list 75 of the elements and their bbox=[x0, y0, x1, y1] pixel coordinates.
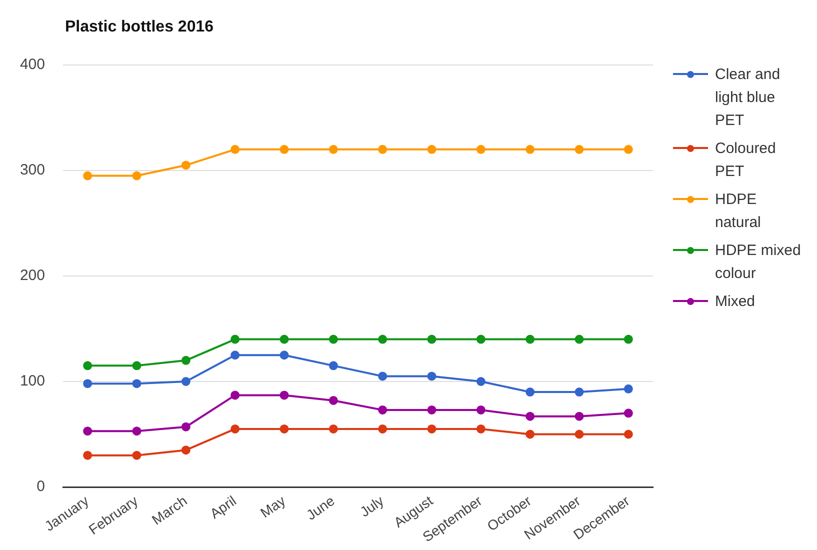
point bbox=[476, 424, 486, 434]
point bbox=[624, 144, 633, 154]
point bbox=[328, 144, 338, 154]
legend-label: HDPE natural bbox=[715, 190, 762, 233]
point bbox=[181, 446, 190, 455]
point bbox=[328, 396, 338, 405]
x-tick-label: July bbox=[356, 492, 387, 520]
point bbox=[574, 412, 584, 421]
x-tick-label: June bbox=[303, 492, 338, 523]
point bbox=[280, 390, 289, 400]
point bbox=[280, 334, 289, 344]
point bbox=[132, 450, 142, 460]
point bbox=[526, 412, 535, 421]
point bbox=[230, 144, 240, 154]
point bbox=[132, 426, 142, 436]
point bbox=[132, 379, 142, 388]
y-tick-label: 200 bbox=[20, 267, 45, 284]
point bbox=[378, 405, 388, 414]
point bbox=[526, 430, 535, 439]
point bbox=[83, 171, 92, 180]
point bbox=[132, 361, 142, 370]
y-tick-label: 0 bbox=[36, 478, 45, 496]
x-tick-label: April bbox=[206, 492, 240, 522]
chart-title: Plastic bottles 2016 bbox=[65, 18, 214, 36]
point bbox=[378, 144, 388, 154]
point bbox=[378, 372, 388, 381]
point bbox=[378, 334, 388, 344]
x-tick-label: May bbox=[257, 492, 288, 521]
point bbox=[476, 377, 486, 386]
point bbox=[328, 334, 338, 344]
point bbox=[624, 430, 633, 439]
point bbox=[574, 144, 584, 154]
point bbox=[181, 377, 190, 386]
point bbox=[280, 350, 289, 360]
point bbox=[427, 144, 436, 154]
point bbox=[526, 388, 535, 397]
point bbox=[280, 144, 289, 154]
point bbox=[427, 424, 436, 434]
point bbox=[574, 334, 584, 344]
point bbox=[230, 390, 240, 400]
y-tick-label: 100 bbox=[20, 372, 45, 390]
point bbox=[181, 422, 190, 432]
point bbox=[132, 171, 142, 180]
point bbox=[427, 334, 436, 344]
y-tick-label: 400 bbox=[20, 56, 45, 74]
point bbox=[574, 388, 584, 397]
point bbox=[427, 372, 436, 381]
point bbox=[624, 408, 633, 418]
y-tick-label: 300 bbox=[20, 162, 45, 179]
legend-label: Clear and light blue PET bbox=[715, 65, 782, 131]
point bbox=[526, 144, 535, 154]
point bbox=[83, 450, 92, 460]
point bbox=[476, 334, 486, 344]
point bbox=[230, 350, 240, 360]
legend-label: Mixed bbox=[715, 292, 756, 312]
point bbox=[427, 405, 436, 414]
point bbox=[230, 334, 240, 344]
point bbox=[574, 430, 584, 439]
point bbox=[476, 405, 486, 414]
point bbox=[328, 361, 338, 370]
legend-label: Coloured PET bbox=[715, 139, 777, 182]
point bbox=[83, 426, 92, 436]
point bbox=[280, 424, 289, 434]
point bbox=[181, 356, 190, 365]
point bbox=[328, 424, 338, 434]
point bbox=[624, 384, 633, 394]
point bbox=[230, 424, 240, 434]
point bbox=[83, 379, 92, 388]
point bbox=[476, 144, 486, 154]
point bbox=[181, 160, 190, 170]
point bbox=[526, 334, 535, 344]
point bbox=[83, 361, 92, 370]
point bbox=[378, 424, 388, 434]
legend-label: HDPE mixed colour bbox=[715, 241, 802, 284]
point bbox=[624, 334, 633, 344]
